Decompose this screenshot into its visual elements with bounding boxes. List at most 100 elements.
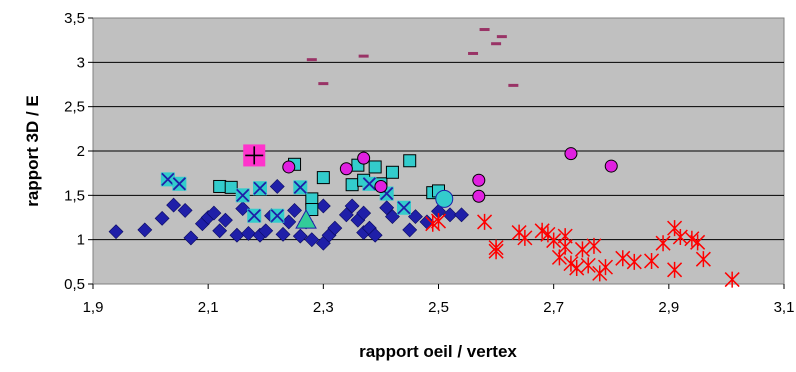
star-point — [574, 241, 590, 258]
square-point — [316, 171, 330, 185]
circle-point — [472, 189, 486, 203]
diamond-point — [137, 222, 153, 238]
big-circle-point — [435, 189, 454, 208]
x-square-cross — [236, 188, 250, 202]
diamond-point — [183, 230, 199, 246]
y-tick-label: 2,5 — [64, 99, 85, 116]
star-point — [517, 229, 533, 246]
diamond-point — [327, 220, 343, 236]
square-point — [305, 203, 319, 217]
diamond-point — [454, 207, 469, 223]
star-point — [477, 213, 493, 230]
x-tick-label: 1,9 — [83, 299, 104, 316]
x-tick-label: 2,9 — [658, 299, 679, 316]
circle-point — [564, 147, 578, 161]
y-tick-label: 3 — [77, 54, 85, 71]
diamond-point — [367, 227, 383, 243]
x-square-point — [247, 208, 262, 223]
square-point — [385, 165, 399, 179]
star-point — [430, 213, 447, 230]
star-point — [580, 257, 596, 274]
diamond-point — [379, 200, 395, 216]
diamond-point — [402, 222, 418, 238]
star-point — [569, 260, 585, 277]
star-point — [488, 239, 504, 256]
circle-point — [282, 160, 296, 174]
x-square-point — [270, 208, 285, 223]
plus-square-point — [243, 144, 266, 167]
circle-point — [604, 159, 618, 173]
diamond-point — [108, 224, 124, 240]
diamond-point — [344, 198, 360, 214]
star-point — [626, 253, 642, 270]
x-axis-ticks: 1,9 2,1 2,3 2,5 2,7 2,9 3,1 — [83, 284, 795, 316]
x-square-cross — [253, 181, 267, 195]
diamond-point — [235, 201, 251, 217]
x-square-cross — [270, 209, 284, 223]
star-point — [667, 261, 683, 278]
diamond-point — [292, 228, 308, 244]
x-square-point — [160, 172, 175, 187]
x-square-cross — [293, 180, 307, 194]
diamond-point — [304, 232, 320, 248]
data-markers — [108, 28, 740, 288]
square-point — [368, 160, 382, 174]
y-axis-title: rapport 3D / E — [23, 95, 42, 206]
x-axis-title: rapport oeil / vertex — [359, 342, 517, 361]
diamond-point — [269, 179, 285, 194]
star-point — [667, 220, 683, 237]
square-point — [403, 154, 417, 168]
x-square-point — [396, 200, 411, 215]
x-square-cross — [172, 177, 187, 191]
x-tick-label: 3,1 — [774, 299, 795, 316]
plus-square-cross — [245, 146, 264, 165]
diamond-point — [287, 202, 302, 218]
x-square-point — [252, 181, 267, 196]
diamond-point — [338, 207, 354, 223]
x-tick-label: 2,5 — [428, 299, 449, 316]
diamond-point — [241, 226, 256, 241]
x-square-cross — [362, 177, 377, 191]
x-square-point — [235, 188, 250, 203]
x-square-point — [293, 180, 308, 195]
star-point — [644, 252, 660, 269]
x-square-point — [362, 176, 377, 191]
diamond-point — [315, 198, 331, 214]
x-tick-label: 2,1 — [198, 299, 219, 316]
star-point — [615, 250, 631, 267]
star-point — [546, 232, 562, 249]
x-square-point — [172, 176, 187, 191]
square-point — [213, 179, 227, 193]
y-tick-label: 1 — [77, 232, 85, 249]
triangle-point — [295, 209, 317, 229]
diamond-point — [206, 205, 222, 221]
star-point — [690, 234, 706, 251]
x-tick-label: 2,7 — [543, 299, 564, 316]
star-point — [655, 235, 671, 252]
y-tick-label: 3,5 — [64, 10, 85, 27]
diamond-point — [212, 223, 228, 239]
diamond-point — [275, 226, 291, 242]
star-point — [586, 237, 602, 254]
star-point — [724, 271, 740, 288]
y-tick-label: 2 — [77, 143, 85, 160]
diamond-point — [356, 205, 372, 221]
star-point — [597, 259, 614, 276]
x-square-cross — [161, 172, 175, 187]
diamond-point — [442, 207, 458, 223]
square-point — [224, 180, 238, 194]
diamond-point — [177, 202, 193, 218]
y-tick-label: 1,5 — [64, 187, 85, 204]
y-axis-ticks: 0,5 1 1,5 2 2,5 3 3,5 — [64, 10, 93, 293]
circle-point — [374, 179, 388, 193]
x-tick-label: 2,3 — [313, 299, 334, 316]
circle-point — [357, 151, 371, 165]
circle-point — [339, 162, 353, 176]
star-point — [557, 228, 573, 245]
x-square-cross — [247, 209, 261, 223]
diamond-point — [258, 223, 274, 239]
star-point — [695, 251, 711, 268]
x-square-cross — [397, 201, 411, 215]
square-point — [345, 178, 359, 192]
